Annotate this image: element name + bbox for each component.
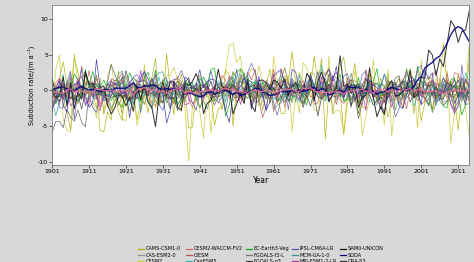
Legend: CAMS-CSM1-0, CAS-ESM2-0, CESM2, CESM2-FV2, CESM2-WACCM, CESM2-WACCM-FV2, CIESM, : CAMS-CSM1-0, CAS-ESM2-0, CESM2, CESM2-FV… <box>136 244 385 262</box>
Y-axis label: Subduction rate/(m a⁻¹): Subduction rate/(m a⁻¹) <box>27 46 35 125</box>
X-axis label: Year: Year <box>253 176 269 185</box>
